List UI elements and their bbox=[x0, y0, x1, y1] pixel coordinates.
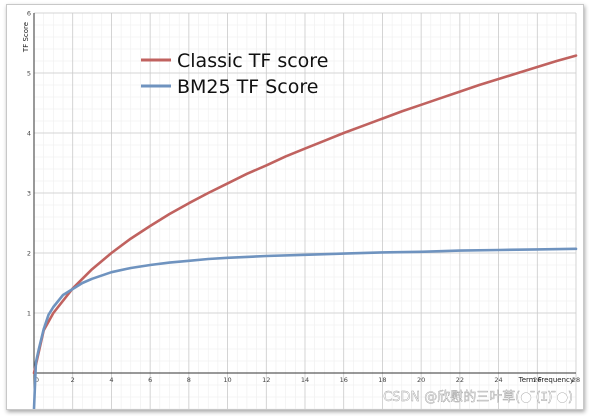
y-tick-label: 4 bbox=[27, 130, 31, 138]
y-tick-label: 1 bbox=[27, 310, 31, 318]
x-tick-labels: 0 2 4 6 8 10 12 14 16 18 20 22 24 26 28 bbox=[35, 376, 580, 384]
legend: Classic TF score BM25 TF Score bbox=[141, 50, 328, 98]
series-line-bm25-tf bbox=[32, 247, 578, 409]
x-tick-label: 8 bbox=[187, 376, 191, 384]
axes bbox=[33, 13, 576, 409]
y-tick-label: 6 bbox=[27, 10, 31, 18]
major-grid bbox=[33, 12, 577, 409]
x-tick-label: 6 bbox=[148, 376, 152, 384]
y-tick-label: 3 bbox=[27, 190, 31, 198]
minor-grid bbox=[34, 13, 576, 409]
x-tick-label: 20 bbox=[417, 376, 425, 384]
watermark: CSDN @欣慰的三叶草(● ̄(ｴ) ̄●) bbox=[383, 389, 573, 405]
y-tick-label: 2 bbox=[27, 250, 31, 258]
y-axis-title: TF Score bbox=[22, 22, 30, 53]
x-tick-label: 18 bbox=[378, 376, 386, 384]
x-tick-label: 28 bbox=[572, 376, 580, 384]
x-tick-label: 16 bbox=[340, 376, 348, 384]
y-tick-label: 5 bbox=[27, 70, 31, 78]
x-tick-label: 4 bbox=[109, 376, 113, 384]
x-tick-label: 14 bbox=[301, 376, 309, 384]
legend-label-bm25: BM25 TF Score bbox=[177, 76, 318, 98]
x-tick-label: 24 bbox=[494, 376, 502, 384]
x-axis-title: Term Frequency bbox=[518, 376, 574, 384]
x-tick-label: 22 bbox=[456, 376, 464, 384]
y-tick-labels: 1 2 3 4 5 6 bbox=[27, 10, 31, 318]
legend-label-classic: Classic TF score bbox=[177, 50, 328, 72]
x-tick-label: 2 bbox=[71, 376, 75, 384]
series-lines bbox=[32, 54, 578, 409]
x-tick-label: 12 bbox=[262, 376, 270, 384]
x-tick-label: 10 bbox=[223, 376, 231, 384]
x-tick-label: 0 bbox=[35, 376, 39, 384]
series-line-classic-tf bbox=[32, 54, 578, 375]
x-tick-label: 26 bbox=[533, 376, 541, 384]
